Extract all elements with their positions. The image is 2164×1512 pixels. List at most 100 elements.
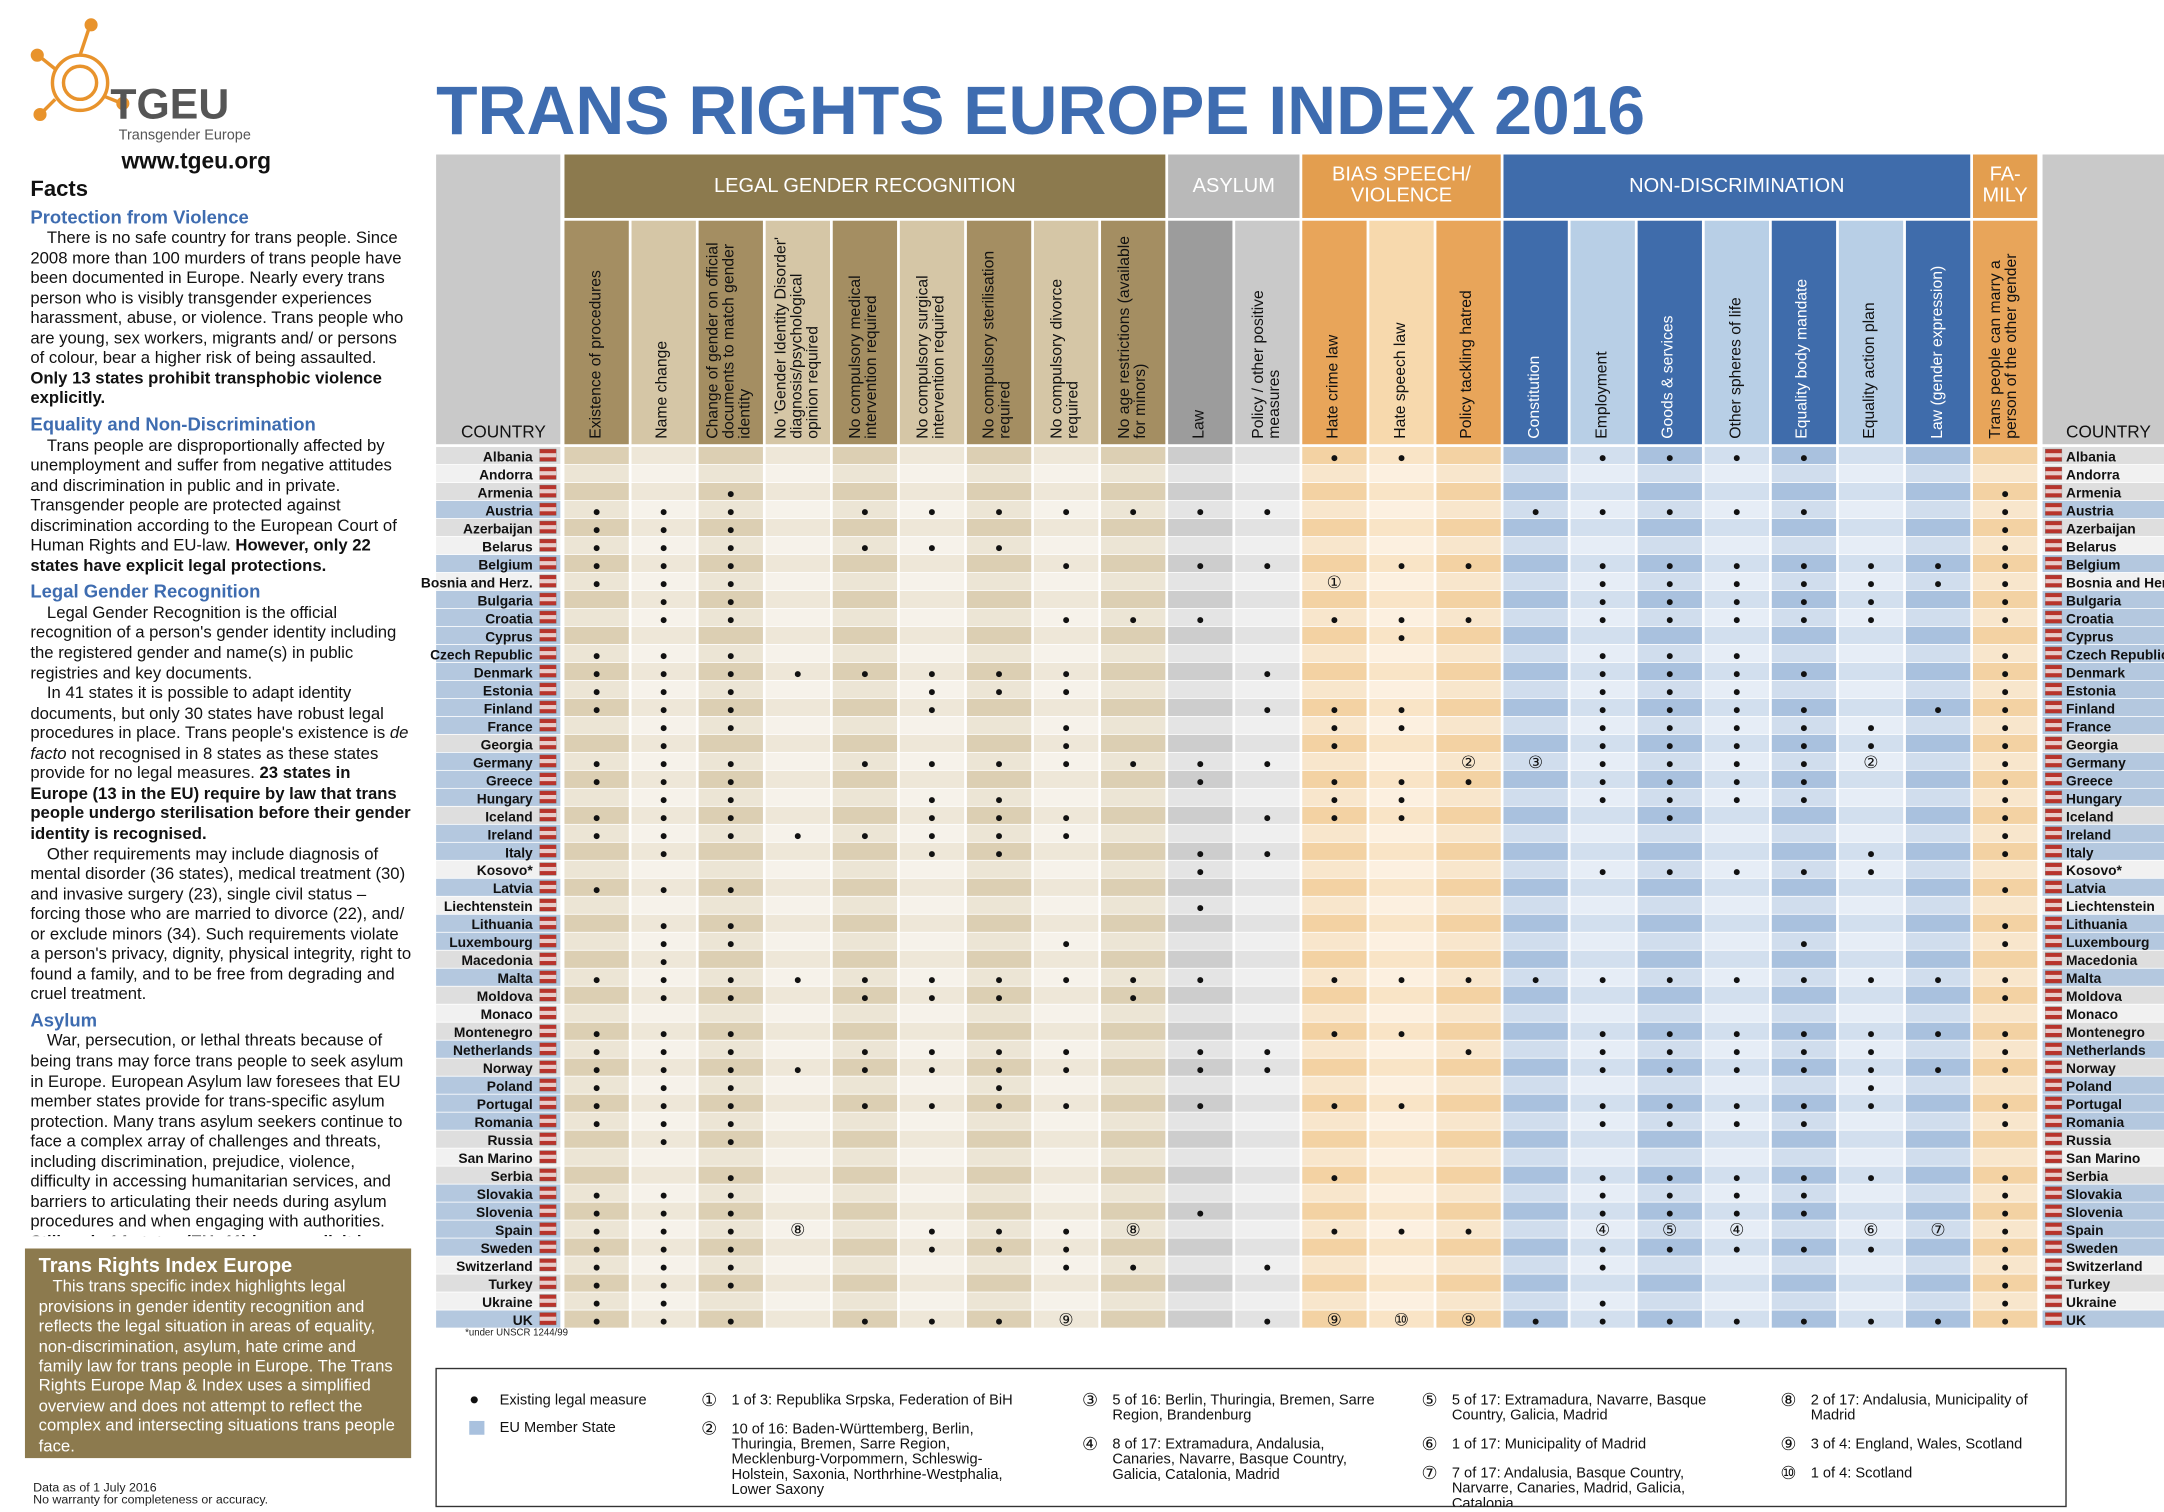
cell — [765, 860, 830, 878]
cell — [966, 734, 1032, 752]
cell — [1302, 878, 1367, 896]
cell — [832, 788, 898, 806]
cell — [631, 806, 696, 824]
flag-stripe — [2045, 1028, 2062, 1033]
column-header-bg — [631, 220, 696, 445]
group-header: BIAS SPEECH/ VIOLENCE — [1332, 165, 1471, 206]
measure-dot: ● — [1599, 972, 1607, 987]
cell — [1101, 752, 1166, 770]
country-name: Cyprus — [485, 629, 533, 644]
measure-dot: ● — [660, 1278, 668, 1293]
cell — [1503, 1112, 1568, 1130]
column-header: Equality body mandate — [1795, 279, 1812, 439]
measure-dot: ● — [1800, 738, 1808, 753]
flag-stripe — [2045, 1100, 2062, 1105]
cell — [1101, 1184, 1166, 1202]
cell — [1771, 752, 1837, 770]
cell — [1369, 626, 1434, 645]
measure-dot: ● — [1800, 558, 1808, 573]
cell — [1637, 878, 1702, 896]
cell — [564, 1022, 629, 1040]
cell — [1838, 1310, 1904, 1328]
column-header-box: No compulsory medical intervention requi… — [833, 221, 897, 444]
country-name: Macedonia — [461, 953, 533, 968]
cell — [765, 986, 830, 1004]
cell — [1503, 1022, 1568, 1040]
flag-stripe — [539, 1280, 557, 1285]
cell — [631, 554, 696, 573]
cell — [1838, 572, 1904, 591]
cell — [1436, 734, 1501, 752]
cell — [1570, 770, 1635, 788]
cell — [832, 1130, 898, 1148]
cell — [832, 734, 898, 752]
measure-dot: ● — [1599, 1062, 1607, 1077]
measure-dot: ● — [1733, 1116, 1741, 1131]
country-name: Croatia — [485, 611, 533, 626]
cell — [1369, 878, 1434, 896]
cell — [1503, 986, 1568, 1004]
cell — [1302, 734, 1367, 752]
cell — [899, 1022, 965, 1040]
cell — [1168, 1220, 1233, 1238]
column-header-box: Trans people can marry a person of the o… — [1973, 221, 2037, 444]
cell — [765, 1040, 830, 1058]
cell — [698, 590, 763, 609]
measure-dot: ● — [995, 756, 1003, 771]
country-cell — [436, 1166, 561, 1184]
cell — [1972, 1004, 2038, 1022]
country-name: Belgium — [478, 557, 532, 572]
cell — [1570, 1166, 1635, 1184]
cell — [1168, 1310, 1233, 1328]
cell — [1771, 536, 1837, 555]
measure-dot: ● — [1397, 1026, 1405, 1041]
cell — [966, 788, 1032, 806]
measure-dot: ● — [995, 504, 1003, 519]
country-name: Luxembourg — [2066, 935, 2149, 950]
section-title: Asylum — [30, 1009, 98, 1031]
cell — [1771, 1040, 1837, 1058]
cell — [765, 1130, 830, 1148]
cell — [1168, 1256, 1233, 1274]
country-cell — [436, 680, 561, 699]
measure-dot: ● — [928, 810, 936, 825]
cell — [1369, 1040, 1434, 1058]
cell — [1905, 1274, 1971, 1292]
cell — [1033, 1184, 1099, 1202]
country-name: Macedonia — [2066, 953, 2138, 968]
cell — [1369, 608, 1434, 627]
cell — [1637, 1130, 1702, 1148]
cell — [1369, 950, 1434, 968]
flag-stripe — [2045, 866, 2062, 872]
country-name: Montenegro — [2066, 1025, 2145, 1040]
cell — [899, 1058, 965, 1076]
column-title: Employment — [1593, 351, 1610, 439]
cell — [698, 914, 763, 932]
cell — [698, 770, 763, 788]
cell — [1838, 536, 1904, 555]
column-header-bg — [1033, 220, 1099, 445]
cell — [698, 896, 763, 914]
measure-dot: ● — [1733, 1206, 1741, 1221]
cell — [832, 572, 898, 591]
cell — [1302, 950, 1367, 968]
cell — [1637, 896, 1702, 914]
cell — [966, 500, 1032, 519]
measure-dot: ● — [660, 702, 668, 717]
cell — [1033, 770, 1099, 788]
cell — [1302, 806, 1367, 824]
cell — [899, 842, 965, 860]
cell — [765, 1274, 830, 1292]
cell — [1905, 824, 1971, 842]
cell — [1503, 1076, 1568, 1094]
cell — [1704, 1076, 1770, 1094]
cell — [698, 878, 763, 896]
cell — [1771, 716, 1837, 734]
measure-dot: ● — [1464, 1044, 1472, 1059]
measure-dot: ● — [1733, 666, 1741, 681]
cell — [631, 1166, 696, 1184]
cell — [1101, 1094, 1166, 1112]
cell — [1838, 914, 1904, 932]
measure-dot: ● — [928, 504, 936, 519]
